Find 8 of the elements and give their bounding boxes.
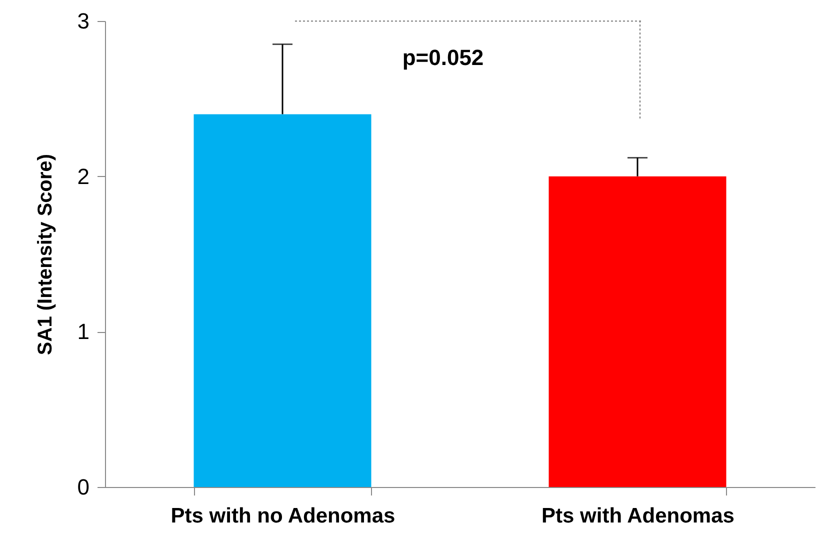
annotation: p=0.052 bbox=[402, 45, 484, 70]
y-tick-label: 2 bbox=[77, 164, 90, 189]
y-tick-label: 0 bbox=[77, 474, 90, 500]
y-tick-label: 3 bbox=[77, 8, 90, 34]
y-axis-title: SA1 (Intensity Score) bbox=[34, 154, 56, 356]
x-tick-label: Pts with no Adenomas bbox=[170, 504, 396, 528]
x-tick-label: Pts with Adenomas bbox=[542, 504, 734, 528]
y-tick-label: 1 bbox=[77, 319, 90, 344]
